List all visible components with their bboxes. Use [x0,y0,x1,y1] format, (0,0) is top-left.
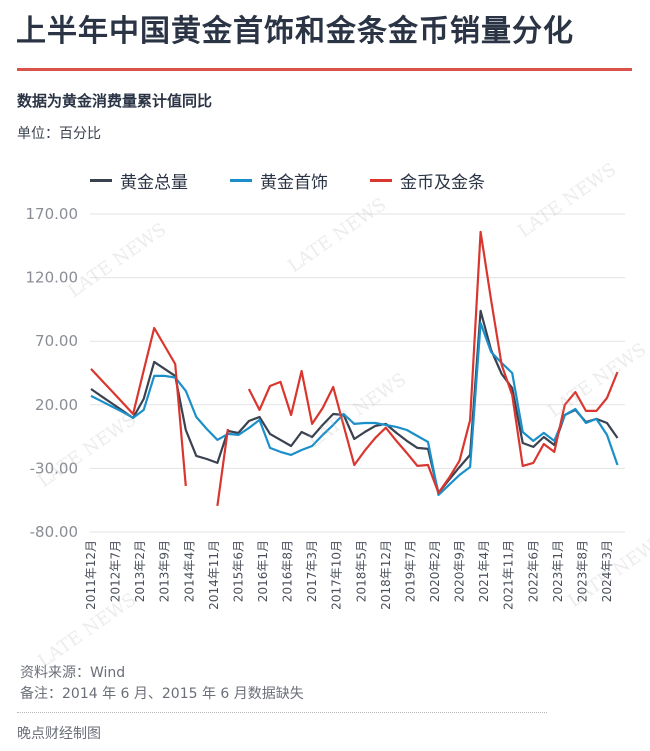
x-tick-label: 2018年12月 [379,540,393,610]
legend: 黄金总量 黄金首饰 金币及金条 [90,168,527,193]
x-tick-label: 2011年12月 [84,540,98,610]
source-note: 资料来源：Wind [20,665,126,681]
legend-item-jewelry[interactable]: 黄金首饰 [230,168,328,193]
series-lines [90,230,619,507]
missing-data-note: 备注：2014 年 6 月、2015 年 6 月数据缺失 [20,686,304,702]
series-line-1 [90,321,619,497]
x-tick-label: 2023年1月 [551,540,565,602]
x-tick-label: 2017年10月 [330,540,344,610]
chart-title: 上半年中国黄金首饰和金条金币销量分化 [16,14,574,49]
x-tick-label: 2014年11月 [207,540,221,610]
legend-label: 黄金首饰 [260,173,328,193]
x-tick-label: 2020年2月 [428,540,442,602]
credit: 晚点财经制图 [17,726,101,742]
x-tick-label: 2023年8月 [575,540,589,602]
unit-label: 单位：百分比 [17,126,101,142]
x-tick-label: 2019年7月 [403,540,417,602]
x-tick-label: 2021年11月 [502,540,516,610]
y-tick-label: 170.00 [26,205,79,223]
y-tick-label: 20.00 [35,396,78,414]
footer-divider [17,712,547,713]
x-tick-label: 2021年4月 [477,540,491,602]
legend-item-total[interactable]: 黄金总量 [90,168,188,193]
line-chart: 170.00 120.00 70.00 20.00 -30.00 -80.00 2011年… [26,205,625,610]
legend-line-icon [370,179,392,182]
legend-line-icon [90,179,112,182]
legend-label: 金币及金条 [400,173,485,193]
series-line-2 [90,230,619,507]
legend-line-icon [230,179,252,182]
y-tick-label: -80.00 [30,523,78,541]
x-tick-label: 2016年1月 [256,540,270,602]
x-tick-label: 2022年6月 [526,540,540,602]
legend-item-coins-bars[interactable]: 金币及金条 [370,168,485,193]
x-tick-label: 2014年4月 [182,540,196,602]
y-axis-ticks: 170.00 120.00 70.00 20.00 -30.00 -80.00 [26,205,79,541]
chart-subtitle: 数据为黄金消费量累计值同比 [17,92,213,110]
title-divider [17,68,632,71]
x-tick-label: 2020年9月 [453,540,467,602]
x-tick-label: 2017年3月 [305,540,319,602]
x-tick-label: 2018年5月 [354,540,368,602]
x-tick-label: 2013年2月 [133,540,147,602]
x-axis-ticks: 2011年12月 2012年7月 2013年2月 2013年9月 2014年4月 2014… [84,540,614,610]
x-tick-label: 2012年7月 [109,540,123,602]
x-tick-label: 2015年6月 [231,540,245,602]
legend-label: 黄金总量 [120,173,188,193]
x-tick-label: 2016年8月 [281,540,295,602]
x-tick-label: 2024年3月 [600,540,614,602]
x-tick-label: 2013年9月 [158,540,172,602]
y-tick-label: 120.00 [26,269,79,287]
y-tick-label: 70.00 [35,332,78,350]
y-tick-label: -30.00 [30,459,78,477]
